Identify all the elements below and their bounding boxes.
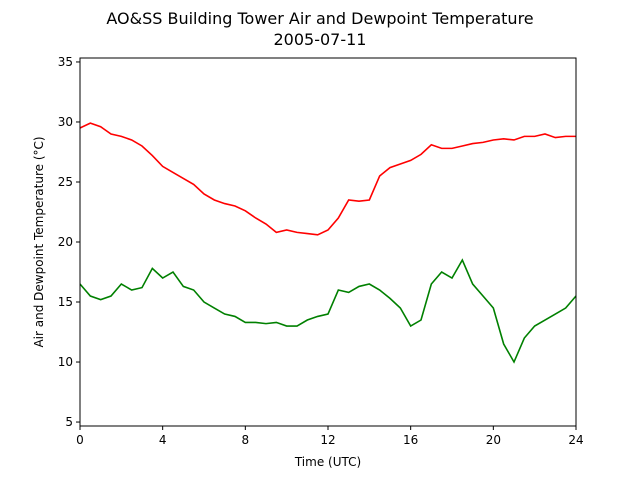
line-series <box>79 258 577 364</box>
chart-title: AO&SS Building Tower Air and Dewpoint Te… <box>106 9 533 28</box>
plot-frame <box>79 57 577 427</box>
y-tick-label: 30 <box>58 115 73 129</box>
chart-subtitle: 2005-07-11 <box>274 30 367 49</box>
x-tick-label: 4 <box>159 433 167 447</box>
y-tick-label: 10 <box>58 355 73 369</box>
x-tick-label: 8 <box>242 433 250 447</box>
y-tick-label: 5 <box>65 415 73 429</box>
x-axis-label: Time (UTC) <box>294 455 361 469</box>
x-tick-label: 20 <box>486 433 501 447</box>
y-tick-label: 15 <box>58 295 73 309</box>
y-axis-label: Air and Dewpoint Temperature (°C) <box>32 136 46 347</box>
y-tick-label: 20 <box>58 235 73 249</box>
y-tick-label: 35 <box>58 55 73 69</box>
x-tick-label: 0 <box>76 433 84 447</box>
x-tick-label: 12 <box>320 433 335 447</box>
line-series <box>79 122 576 236</box>
x-tick-label: 16 <box>403 433 418 447</box>
x-tick-label: 24 <box>568 433 583 447</box>
y-tick-label: 25 <box>58 175 73 189</box>
